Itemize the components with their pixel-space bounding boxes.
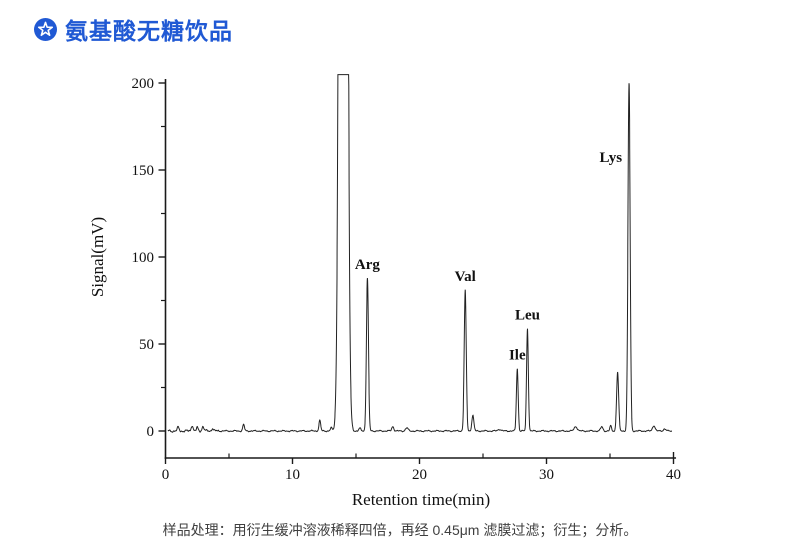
peak-label-Lys: Lys: [600, 150, 623, 166]
y-tick-label: 150: [132, 163, 155, 179]
page-title: 氨基酸无糖饮品: [65, 18, 233, 44]
y-tick-label: 200: [132, 76, 155, 92]
y-axis-title: Signal(mV): [88, 217, 107, 297]
header: 氨基酸无糖饮品: [34, 12, 233, 46]
x-tick-label: 10: [285, 467, 300, 483]
star-circle-icon: [34, 17, 57, 41]
x-tick-label: 40: [666, 467, 681, 483]
y-tick-label: 50: [139, 337, 154, 353]
trace-path: [167, 74, 672, 433]
y-tick-label: 100: [132, 250, 155, 266]
peak-label-Ile: Ile: [509, 347, 526, 363]
chromatogram-plot: 0 10 20 30 40 0 50 100 150 200 Retention time(min)…: [88, 74, 681, 509]
peak-label-Val: Val: [455, 269, 476, 285]
peak-label-Arg: Arg: [355, 257, 380, 273]
x-tick-label: 30: [539, 467, 554, 483]
y-tick-label: 0: [147, 424, 155, 440]
peak-label-Leu: Leu: [515, 307, 540, 323]
figure-caption: 样品处理：用衍生缓冲溶液稀释四倍，再经 0.45μm 滤膜过滤；衍生；分析。: [162, 522, 638, 538]
x-tick-label: 0: [162, 467, 170, 483]
x-axis-title: Retention time(min): [352, 490, 490, 509]
x-tick-label: 20: [412, 467, 427, 483]
